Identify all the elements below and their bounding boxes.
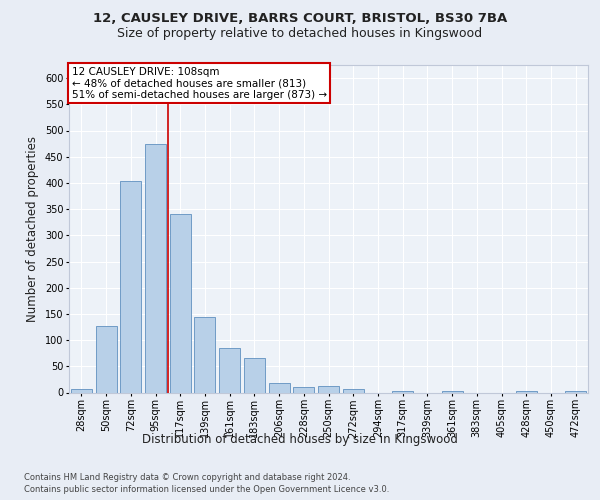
Bar: [95, 326, 116, 392]
Bar: [194, 316, 215, 392]
Y-axis label: Number of detached properties: Number of detached properties: [26, 136, 39, 322]
Text: Size of property relative to detached houses in Kingswood: Size of property relative to detached ho…: [118, 28, 482, 40]
Bar: [71, 389, 92, 392]
Text: Contains public sector information licensed under the Open Government Licence v3: Contains public sector information licen…: [24, 485, 389, 494]
Bar: [516, 391, 537, 392]
Bar: [269, 383, 290, 392]
Text: 12, CAUSLEY DRIVE, BARRS COURT, BRISTOL, BS30 7BA: 12, CAUSLEY DRIVE, BARRS COURT, BRISTOL,…: [93, 12, 507, 26]
Bar: [565, 391, 586, 392]
Bar: [442, 391, 463, 392]
Bar: [318, 386, 339, 392]
Bar: [392, 391, 413, 392]
Bar: [244, 358, 265, 392]
Bar: [145, 144, 166, 392]
Bar: [343, 390, 364, 392]
Text: 12 CAUSLEY DRIVE: 108sqm
← 48% of detached houses are smaller (813)
51% of semi-: 12 CAUSLEY DRIVE: 108sqm ← 48% of detach…: [71, 66, 327, 100]
Bar: [120, 182, 141, 392]
Bar: [293, 388, 314, 392]
Text: Contains HM Land Registry data © Crown copyright and database right 2024.: Contains HM Land Registry data © Crown c…: [24, 472, 350, 482]
Bar: [170, 214, 191, 392]
Text: Distribution of detached houses by size in Kingswood: Distribution of detached houses by size …: [142, 432, 458, 446]
Bar: [219, 348, 240, 393]
